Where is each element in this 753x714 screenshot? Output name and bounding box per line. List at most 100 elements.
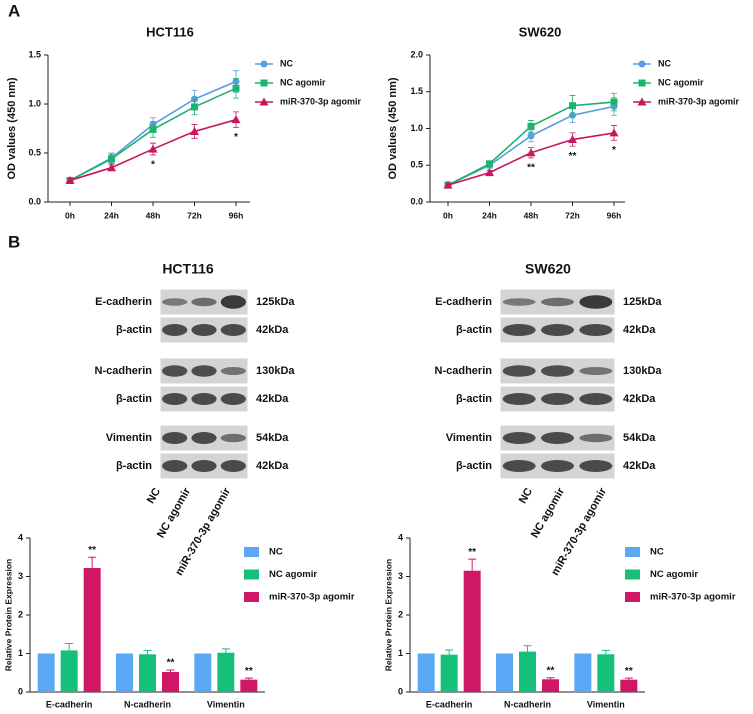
bar: [162, 671, 179, 692]
blot-band: [220, 324, 246, 336]
marker: [569, 102, 576, 110]
x-tick-label: 48h: [524, 210, 539, 220]
significance: **: [625, 666, 633, 677]
protein-label: β-actin: [116, 460, 152, 472]
legend-label: NC agomir: [280, 77, 326, 87]
x-tick-label: Vimentin: [587, 699, 625, 709]
blot-band: [191, 297, 217, 307]
legend-label: NC agomir: [658, 77, 704, 87]
marker: [526, 148, 536, 157]
blot-band: [541, 365, 574, 377]
size-label: 125kDa: [256, 296, 295, 308]
significance: *: [234, 132, 238, 143]
x-tick-label: 96h: [607, 210, 622, 220]
y-tick-label: 4: [398, 532, 403, 542]
legend-swatch: [625, 569, 640, 580]
marker: [190, 126, 199, 135]
size-label: 42kDa: [256, 324, 289, 336]
blot-band: [191, 365, 217, 377]
bar: [139, 654, 156, 692]
significance: **: [527, 163, 535, 174]
blot-band: [579, 295, 613, 309]
lane-label: NC: [145, 486, 163, 506]
blot-band: [191, 393, 217, 405]
x-tick-label: N-cadherin: [504, 699, 551, 709]
y-axis-label: OD values (450 nm): [387, 77, 399, 179]
legend-label: NC: [269, 547, 283, 558]
blot-band: [541, 393, 574, 405]
legend-swatch: [244, 569, 259, 580]
legend-label: NC: [280, 58, 293, 68]
y-tick-label: 1.5: [28, 49, 41, 59]
chart-title: HCT116: [146, 24, 194, 39]
significance: **: [245, 666, 253, 677]
y-tick-label: 1: [18, 648, 23, 658]
blot-band: [220, 367, 246, 375]
bar: [574, 653, 592, 692]
x-tick-label: 24h: [104, 210, 119, 220]
protein-label: β-actin: [456, 393, 492, 405]
legend-label: NC: [650, 547, 664, 558]
error-bar: [468, 558, 477, 571]
significance: **: [167, 658, 175, 669]
bar: [496, 653, 513, 692]
bar: [597, 654, 615, 692]
legend-marker: [638, 79, 646, 87]
legend-label: NC agomir: [650, 569, 698, 580]
chart-title: SW620: [519, 24, 562, 39]
x-tick-label: 96h: [229, 210, 244, 220]
size-label: 130kDa: [623, 365, 662, 377]
blot-title: HCT116: [162, 261, 214, 277]
y-tick-label: 3: [398, 571, 403, 581]
legend-swatch: [244, 592, 259, 602]
legend-label: miR-370-3p agomir: [269, 592, 355, 603]
legend-swatch: [244, 547, 259, 557]
error-bar: [624, 677, 633, 680]
blot-title: SW620: [525, 261, 571, 277]
x-tick-label: E-cadherin: [426, 699, 473, 709]
legend-marker: [259, 97, 269, 106]
legend-swatch: [625, 592, 640, 602]
y-axis-label: Relative Protein Expression: [383, 559, 393, 671]
protein-label: E-cadherin: [435, 296, 492, 308]
marker: [527, 132, 535, 140]
blot-band: [579, 324, 613, 336]
blot-band: [162, 365, 188, 377]
significance: *: [151, 160, 155, 171]
blot-band: [502, 324, 536, 336]
significance: *: [612, 145, 616, 156]
marker: [232, 84, 240, 92]
marker: [527, 122, 535, 130]
marker: [485, 168, 494, 177]
legend-label: miR-370-3p agomir: [650, 592, 736, 603]
y-tick-label: 0: [398, 686, 403, 696]
lane-label: NC agomir: [529, 485, 568, 540]
blot-band: [162, 298, 188, 306]
protein-label: N-cadherin: [435, 365, 493, 377]
size-label: 54kDa: [623, 432, 656, 444]
panel-label: A: [8, 1, 20, 20]
marker: [231, 115, 241, 124]
error-bar: [445, 649, 454, 655]
marker: [149, 125, 157, 133]
x-tick-label: 24h: [482, 210, 497, 220]
x-tick-label: 72h: [565, 210, 580, 220]
marker: [568, 135, 577, 144]
error-bar: [244, 677, 253, 680]
bar: [240, 679, 258, 692]
bar: [194, 653, 212, 692]
y-tick-label: 1.0: [28, 98, 41, 108]
y-tick-label: 1.0: [410, 123, 423, 133]
lane-label: NC: [517, 486, 535, 506]
legend-label: miR-370-3p agomir: [658, 96, 740, 106]
blot-band: [220, 433, 246, 443]
marker: [443, 180, 453, 189]
bar: [440, 654, 458, 692]
legend-label: NC: [658, 58, 671, 68]
marker: [191, 103, 198, 111]
y-tick-label: 0.0: [28, 196, 41, 206]
size-label: 125kDa: [623, 296, 662, 308]
error-bar: [601, 649, 610, 655]
protein-label: β-actin: [456, 460, 492, 472]
blot-band: [191, 460, 217, 472]
